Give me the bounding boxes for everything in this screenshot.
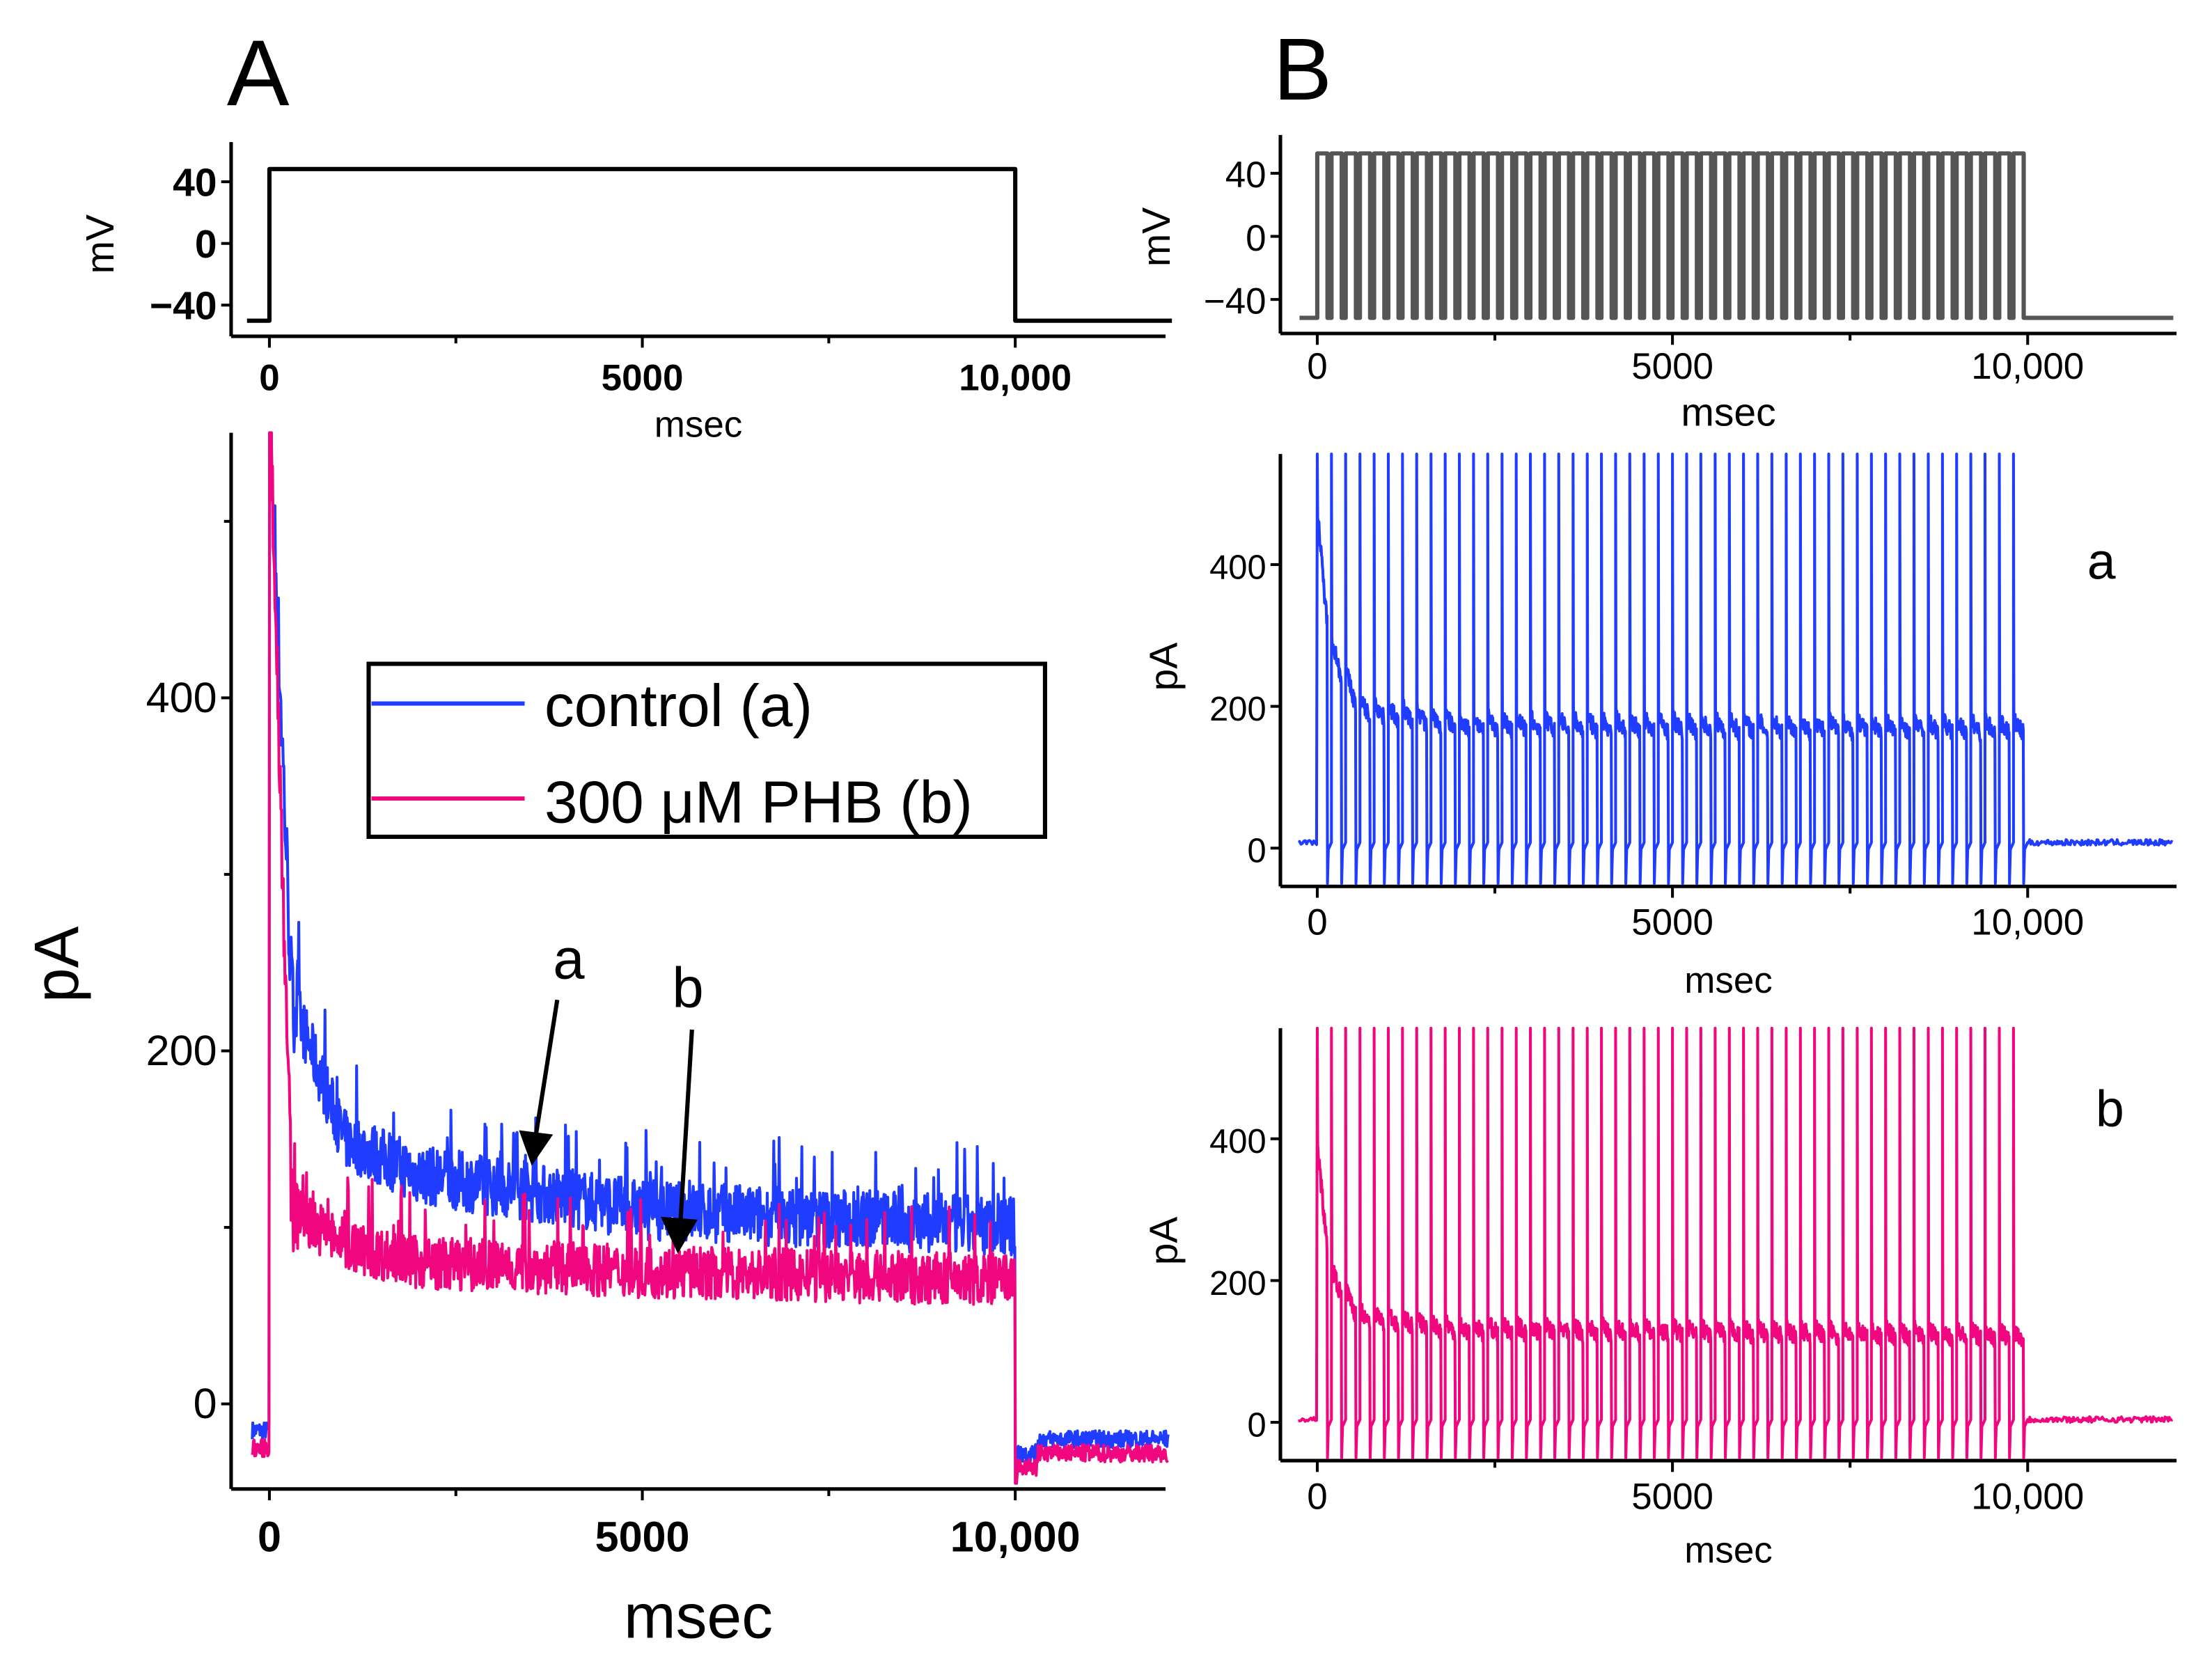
legend-label-control: control (a) — [544, 673, 813, 739]
trace-label-a: a — [2087, 533, 2116, 590]
x-tick-label: 5000 — [602, 357, 684, 398]
y-axis-label: pA — [1141, 1217, 1186, 1266]
x-tick-label: 10,000 — [959, 357, 1072, 398]
y-tick-label: 200 — [146, 1027, 217, 1074]
y-tick-label: 0 — [1246, 218, 1266, 259]
panel-B-phb: 0 5000 10,000 0 200 400 msec pA — [1141, 1026, 2177, 1571]
x-tick-label: 0 — [1307, 902, 1327, 943]
y-tick-label: 40 — [173, 160, 217, 205]
trace-label-b: b — [2096, 1080, 2124, 1137]
x-tick-label: 0 — [1307, 346, 1327, 387]
panel-A-current: 0 5000 10,000 0 200 400 msec pA — [22, 431, 1170, 1651]
x-tick-label: 5000 — [1631, 1476, 1713, 1517]
panel-B-protocol: 0 5000 10,000 40 0 −40 msec mV — [1134, 134, 2177, 434]
y-tick-label: −40 — [150, 284, 217, 329]
y-tick-label: 400 — [1209, 1123, 1266, 1161]
voltage-trace — [246, 166, 1172, 323]
x-tick-label: 5000 — [595, 1513, 690, 1560]
x-axis-label: msec — [1684, 960, 1772, 1001]
y-tick-label: 0 — [194, 1380, 217, 1427]
y-axis-label: pA — [1141, 643, 1186, 691]
arrow-a — [533, 999, 560, 1135]
y-tick-label: 0 — [1247, 833, 1266, 870]
arrow-b-head — [661, 1216, 698, 1254]
annotations: a b — [519, 928, 704, 1254]
x-axis-label: msec — [1684, 1530, 1772, 1571]
x-tick-label: 5000 — [1631, 902, 1713, 943]
x-axis-label: msec — [624, 1582, 773, 1651]
x-tick-label: 0 — [1307, 1476, 1327, 1517]
x-tick-label: 5000 — [1631, 346, 1713, 387]
y-tick-label: 40 — [1225, 155, 1266, 196]
arrow-b — [678, 1029, 694, 1220]
annotation-a: a — [553, 928, 585, 991]
legend-label-phb: 300 μM PHB (b) — [544, 770, 973, 836]
trace-control — [251, 431, 1170, 1485]
legend: control (a) 300 μM PHB (b) — [366, 661, 1047, 840]
current-trace — [1298, 453, 2174, 886]
x-axis-label: msec — [654, 404, 742, 446]
panel-B-control: 0 5000 10,000 0 200 400 msec pA — [1141, 453, 2177, 1001]
x-tick-label: 0 — [259, 357, 279, 398]
legend-box — [366, 661, 1047, 840]
panel-label-A: A — [227, 21, 290, 125]
y-tick-label: 200 — [1209, 691, 1266, 728]
trace-phb — [251, 431, 1169, 1485]
x-tick-label: 0 — [258, 1513, 281, 1560]
y-axis-label: mV — [1134, 207, 1179, 267]
x-tick-label: 10,000 — [1971, 346, 2084, 387]
x-tick-label: 10,000 — [1971, 902, 2084, 943]
y-axis-label: pA — [22, 926, 91, 1002]
y-tick-label: 200 — [1209, 1265, 1266, 1303]
y-axis-label: mV — [78, 214, 123, 274]
y-tick-label: 0 — [1247, 1406, 1266, 1444]
x-tick-label: 10,000 — [950, 1513, 1081, 1560]
y-tick-label: 400 — [1209, 549, 1266, 586]
y-tick-label: 0 — [195, 222, 217, 267]
x-tick-label: 10,000 — [1971, 1476, 2084, 1517]
pulse-train-trace — [1299, 151, 2174, 320]
current-trace — [1298, 1026, 2174, 1460]
annotation-b: b — [672, 956, 703, 1019]
panel-A-protocol: 0 5000 10,000 40 0 −40 msec mV — [78, 142, 1172, 446]
arrow-a-head — [519, 1130, 554, 1166]
y-tick-label: 400 — [146, 674, 217, 721]
y-tick-label: −40 — [1204, 281, 1266, 322]
x-axis-label: msec — [1681, 390, 1775, 434]
panel-label-B: B — [1273, 20, 1332, 118]
